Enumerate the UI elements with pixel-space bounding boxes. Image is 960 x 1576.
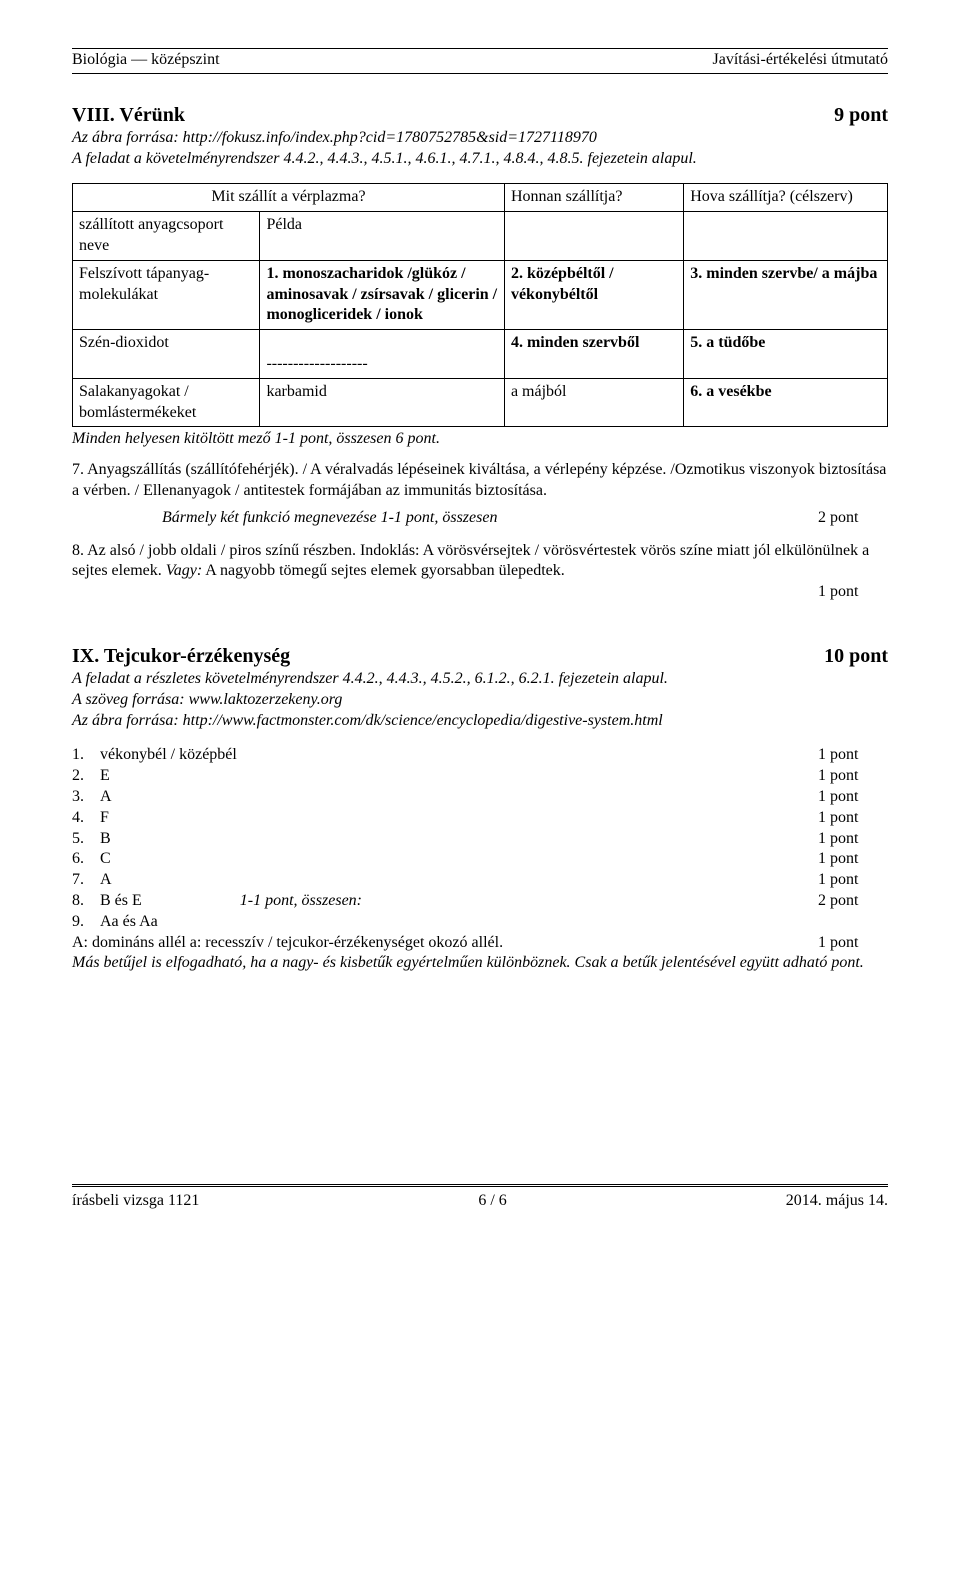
header-rule-top <box>72 48 888 49</box>
section8-after-table: Minden helyesen kitöltött mező 1-1 pont,… <box>72 429 888 450</box>
answer-text: C <box>100 849 818 870</box>
answer-text: vékonybél / középbél <box>100 745 818 766</box>
answer-points: 1 pont <box>818 870 888 891</box>
a8-answer: B és E <box>100 892 142 909</box>
answer-num: 7. <box>72 870 100 891</box>
p8c: A nagyobb tömegű sejtes elemek gyorsabba… <box>202 562 565 579</box>
answer-points: 1 pont <box>818 745 888 766</box>
section9-src1: A szöveg forrása: www.laktozerzekeny.org <box>72 690 888 711</box>
section8-title: VIII. Vérünk <box>72 102 185 128</box>
footer-center: 6 / 6 <box>478 1191 506 1212</box>
section8-p8: 8. Az alsó / jobb oldali / piros színű r… <box>72 541 888 583</box>
answer-num: 2. <box>72 766 100 787</box>
table-row: Salakanyagokat / bomlástermékeket karbam… <box>73 378 888 427</box>
answer-num: 5. <box>72 829 100 850</box>
a8-pts: 2 pont <box>818 891 888 912</box>
r4c2: karbamid <box>266 383 326 400</box>
section9-title-row: IX. Tejcukor-érzékenység 10 pont <box>72 643 888 669</box>
answer-text: A <box>100 870 818 891</box>
section9-src2: Az ábra forrása: http://www.factmonster.… <box>72 711 888 732</box>
r1c2: Példa <box>266 216 302 233</box>
th-col2: Mit szállít a vérplazma? <box>211 188 365 205</box>
footer-left: írásbeli vizsga 1121 <box>72 1191 199 1212</box>
answer-row-9b: A: domináns allél a: recesszív / tejcuko… <box>72 933 888 954</box>
footer-row: írásbeli vizsga 1121 6 / 6 2014. május 1… <box>72 1186 888 1212</box>
answer-row: 6.C1 pont <box>72 849 888 870</box>
a8-txt: B és E 1-1 pont, összesen: <box>100 891 818 912</box>
a8-mid: 1-1 pont, összesen: <box>240 892 362 909</box>
r4c3: a májból <box>511 383 567 400</box>
page-footer: írásbeli vizsga 1121 6 / 6 2014. május 1… <box>72 1184 888 1212</box>
r3c3: 4. minden szervből <box>511 334 639 351</box>
a9-spacer <box>818 912 888 933</box>
table-row: szállított anyagcsoport neve Példa <box>73 212 888 261</box>
p8-spacer <box>72 582 818 603</box>
answer-row: 4.F1 pont <box>72 808 888 829</box>
a9-num: 9. <box>72 912 100 933</box>
a9-pts: 1 pont <box>818 933 888 954</box>
answer-points: 1 pont <box>818 849 888 870</box>
section8-source: Az ábra forrása: http://fokusz.info/inde… <box>72 128 888 149</box>
answer-num: 3. <box>72 787 100 808</box>
section8-p7-score: Bármely két funkció megnevezése 1-1 pont… <box>72 508 888 529</box>
a9-line2: A: domináns allél a: recesszív / tejcuko… <box>72 933 818 954</box>
section9-req: A feladat a részletes követelményrendsze… <box>72 669 888 690</box>
answer-row: 2.E1 pont <box>72 766 888 787</box>
answer-text: F <box>100 808 818 829</box>
r3c1: Szén-dioxidot <box>79 334 169 351</box>
section8-p7: 7. Anyagszállítás (szállítófehérjék). / … <box>72 460 888 502</box>
answer-row-8: 8. B és E 1-1 pont, összesen: 2 pont <box>72 891 888 912</box>
th-col3: Honnan szállítja? <box>511 188 623 205</box>
table-row: Felszívott tápanyag-molekulákat 1. monos… <box>73 260 888 329</box>
table-header-row: Mit szállít a vérplazma? Honnan szállítj… <box>73 184 888 212</box>
section9-title: IX. Tejcukor-érzékenység <box>72 643 290 669</box>
answer-points: 1 pont <box>818 766 888 787</box>
answer-row-9: 9. Aa és Aa <box>72 912 888 933</box>
answer-row: 7.A1 pont <box>72 870 888 891</box>
p8b: Vagy: <box>166 562 202 579</box>
th-col4: Hova szállítja? (célszerv) <box>690 188 853 205</box>
r2c3: 2. középbéltől / vékonybéltől <box>511 265 614 303</box>
section8-req: A feladat a követelményrendszer 4.4.2., … <box>72 149 888 170</box>
a9-txt: Aa és Aa <box>100 912 818 933</box>
r2c2: 1. monoszacharidok /glükóz / aminosavak … <box>266 265 497 324</box>
header-right: Javítási-értékelési útmutató <box>713 50 889 71</box>
answer-num: 6. <box>72 849 100 870</box>
footer-rule-top <box>72 1184 888 1185</box>
answer-points: 1 pont <box>818 829 888 850</box>
header-left: Biológia — középszint <box>72 50 220 71</box>
answer-num: 4. <box>72 808 100 829</box>
section9-points: 10 pont <box>824 643 888 669</box>
answer-row: 1.vékonybél / középbél1 pont <box>72 745 888 766</box>
table-row: Szén-dioxidot ------------------- 4. min… <box>73 330 888 379</box>
r4c1: Salakanyagokat / bomlástermékeket <box>79 383 196 421</box>
section9-answers: 1.vékonybél / középbél1 pont2.E1 pont3.A… <box>72 745 888 891</box>
section8-title-row: VIII. Vérünk 9 pont <box>72 102 888 128</box>
answer-points: 1 pont <box>818 808 888 829</box>
p7-score-label: Bármely két funkció megnevezése 1-1 pont… <box>72 508 818 529</box>
r4c4: 6. a vesékbe <box>690 383 771 400</box>
a8-num: 8. <box>72 891 100 912</box>
answer-text: E <box>100 766 818 787</box>
section9-note: Más betűjel is elfogadható, ha a nagy- é… <box>72 953 888 974</box>
answer-row: 3.A1 pont <box>72 787 888 808</box>
answer-row: 5.B1 pont <box>72 829 888 850</box>
p7-score: 2 pont <box>818 508 888 529</box>
answer-text: A <box>100 787 818 808</box>
r3c4: 5. a tüdőbe <box>690 334 765 351</box>
r1c1: szállított anyagcsoport neve <box>79 216 223 254</box>
section8-points: 9 pont <box>834 102 888 128</box>
r3c2: ------------------- <box>266 355 367 372</box>
section8-body: 7. Anyagszállítás (szállítófehérjék). / … <box>72 460 888 603</box>
page-header: Biológia — középszint Javítási-értékelés… <box>72 50 888 74</box>
footer-right: 2014. május 14. <box>786 1191 888 1212</box>
r2c1: Felszívott tápanyag-molekulákat <box>79 265 209 303</box>
answer-points: 1 pont <box>818 787 888 808</box>
p8-score: 1 pont <box>818 582 888 603</box>
section8-table: Mit szállít a vérplazma? Honnan szállítj… <box>72 183 888 427</box>
answer-num: 1. <box>72 745 100 766</box>
r2c4: 3. minden szervbe/ a májba <box>690 265 877 282</box>
answer-text: B <box>100 829 818 850</box>
section8-p8-score-row: 1 pont <box>72 582 888 603</box>
